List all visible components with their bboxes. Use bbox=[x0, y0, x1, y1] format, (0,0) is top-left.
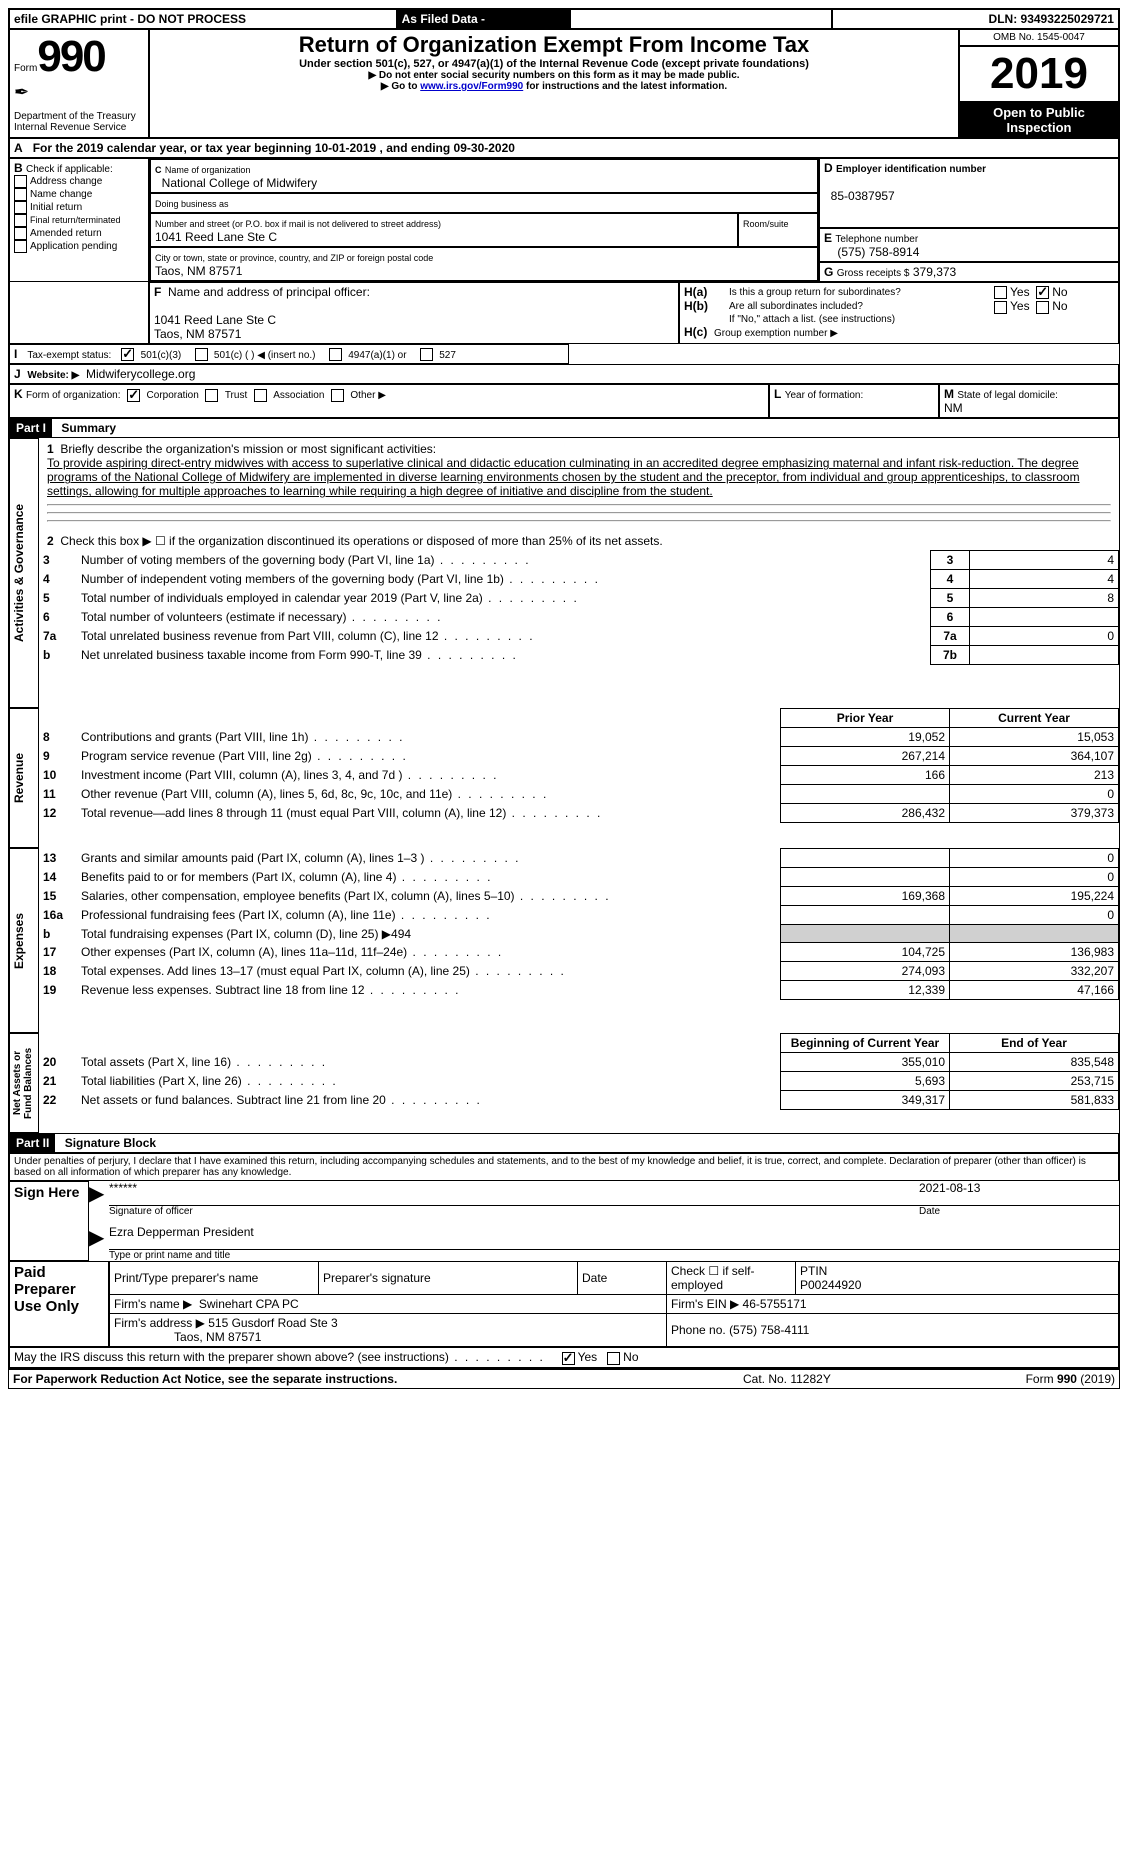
dba: Doing business as bbox=[149, 194, 819, 214]
sig-date: 2021-08-13 bbox=[919, 1181, 1119, 1206]
form-title: Return of Organization Exempt From Incom… bbox=[154, 32, 954, 58]
city: Taos, NM 87571 bbox=[155, 264, 242, 278]
form-subtitle: Under section 501(c), 527, or 4947(a)(1)… bbox=[154, 58, 954, 70]
section-c-name: C Name of organization National College … bbox=[149, 158, 819, 194]
cat-no: Cat. No. 11282Y bbox=[739, 1370, 939, 1388]
ssn-note: ▶ Do not enter social security numbers o… bbox=[154, 70, 954, 81]
hb-yes[interactable] bbox=[994, 301, 1007, 314]
section-a: A For the 2019 calendar year, or tax yea… bbox=[9, 138, 1119, 158]
section-f: F Name and address of principal officer:… bbox=[149, 282, 679, 344]
discuss-no[interactable] bbox=[607, 1352, 620, 1365]
omb: OMB No. 1545-0047 bbox=[959, 29, 1119, 46]
k-other[interactable] bbox=[331, 389, 344, 402]
checkbox-initial-return[interactable] bbox=[14, 201, 27, 214]
i-4947[interactable] bbox=[329, 348, 342, 361]
sig-mask: ****** bbox=[109, 1181, 137, 1195]
form-number: 990 bbox=[37, 32, 104, 81]
checkbox-pending[interactable] bbox=[14, 240, 27, 253]
section-i: I Tax-exempt status: 501(c)(3) 501(c) ( … bbox=[9, 344, 569, 364]
section-l: L Year of formation: bbox=[769, 384, 939, 418]
ein: 85-0387957 bbox=[831, 189, 895, 203]
efile-header: efile GRAPHIC print - DO NOT PROCESS As … bbox=[9, 9, 1119, 29]
section-h: H(a) Is this a group return for subordin… bbox=[679, 282, 1119, 344]
part-i-header: Part I Summary bbox=[9, 418, 1119, 438]
sign-here: Sign Here bbox=[9, 1181, 89, 1261]
dln: DLN: 93493225029721 bbox=[832, 9, 1119, 29]
footer-form: Form 990 (2019) bbox=[939, 1370, 1119, 1388]
k-corp[interactable] bbox=[127, 389, 140, 402]
firm-ein: 46-5755171 bbox=[743, 1297, 807, 1311]
mission-block: 1 Briefly describe the organization's mi… bbox=[39, 438, 1119, 532]
exp-table: 13Grants and similar amounts paid (Part … bbox=[39, 848, 1119, 1000]
website: Midwiferycollege.org bbox=[86, 367, 195, 381]
gross-receipts: 379,373 bbox=[913, 265, 956, 279]
section-e: E Telephone number (575) 758-8914 bbox=[819, 228, 1119, 262]
firm-phone: (575) 758-4111 bbox=[729, 1323, 809, 1337]
rev-table: Prior YearCurrent Year8Contributions and… bbox=[39, 708, 1119, 823]
irs-link[interactable]: www.irs.gov/Form990 bbox=[420, 81, 523, 92]
checkbox-address-change[interactable] bbox=[14, 175, 27, 188]
street: 1041 Reed Lane Ste C bbox=[155, 230, 277, 244]
side-ag: Activities & Governance bbox=[9, 438, 39, 708]
i-501c[interactable] bbox=[195, 348, 208, 361]
org-name: National College of Midwifery bbox=[162, 176, 317, 190]
section-k: K Form of organization: Corporation Trus… bbox=[9, 384, 769, 418]
section-b: B Check if applicable: Address change Na… bbox=[9, 158, 149, 282]
paperwork: For Paperwork Reduction Act Notice, see … bbox=[9, 1370, 739, 1388]
side-rev: Revenue bbox=[10, 709, 28, 847]
ha-yes[interactable] bbox=[994, 286, 1007, 299]
mission-text: To provide aspiring direct-entry midwive… bbox=[47, 456, 1080, 498]
ha-no[interactable] bbox=[1036, 286, 1049, 299]
gov-table: 3Number of voting members of the governi… bbox=[39, 550, 1119, 665]
section-j: J Website: ▶ Midwiferycollege.org bbox=[9, 364, 1119, 384]
tax-year: 2019 bbox=[990, 49, 1088, 98]
section-d: D Employer identification number 85-0387… bbox=[819, 158, 1119, 228]
discuss-yes[interactable] bbox=[562, 1352, 575, 1365]
checkbox-final-return[interactable] bbox=[14, 214, 27, 227]
firm-addr: 515 Gusdorf Road Ste 3 bbox=[208, 1316, 337, 1330]
efile-text: efile GRAPHIC print - DO NOT PROCESS bbox=[9, 9, 397, 29]
checkbox-amended[interactable] bbox=[14, 227, 27, 240]
open-inspection: Open to Public Inspection bbox=[959, 102, 1119, 138]
k-assoc[interactable] bbox=[254, 389, 267, 402]
ptin-val: P00244920 bbox=[800, 1278, 861, 1292]
form-990: efile GRAPHIC print - DO NOT PROCESS As … bbox=[8, 8, 1120, 1389]
discuss-row: May the IRS discuss this return with the… bbox=[9, 1347, 1119, 1367]
preparer-table: Print/Type preparer's name Preparer's si… bbox=[109, 1261, 1119, 1347]
dept-treasury: Department of the Treasury Internal Reve… bbox=[14, 111, 144, 133]
i-501c3[interactable] bbox=[121, 348, 134, 361]
side-exp: Expenses bbox=[10, 849, 28, 1032]
officer-name: Ezra Depperman President bbox=[109, 1225, 1119, 1250]
perjury-text: Under penalties of perjury, I declare th… bbox=[9, 1153, 1119, 1181]
firm-name: Swinehart CPA PC bbox=[199, 1297, 299, 1311]
section-g: G Gross receipts $ 379,373 bbox=[819, 262, 1119, 282]
side-net: Net Assets or Fund Balances bbox=[10, 1034, 36, 1132]
as-filed: As Filed Data - bbox=[397, 9, 571, 29]
hb-no[interactable] bbox=[1036, 301, 1049, 314]
checkbox-name-change[interactable] bbox=[14, 188, 27, 201]
line-2: 2 Check this box ▶ ☐ if the organization… bbox=[39, 532, 1119, 550]
section-m: M State of legal domicile:NM bbox=[939, 384, 1119, 418]
phone: (575) 758-8914 bbox=[837, 245, 919, 259]
part-ii-header: Part II Signature Block bbox=[9, 1133, 1119, 1153]
title-block: Form990 ✒ Department of the Treasury Int… bbox=[9, 29, 1119, 138]
net-table: Beginning of Current YearEnd of Year20To… bbox=[39, 1033, 1119, 1110]
paid-preparer: Paid Preparer Use Only bbox=[9, 1261, 109, 1347]
k-trust[interactable] bbox=[205, 389, 218, 402]
i-527[interactable] bbox=[420, 348, 433, 361]
